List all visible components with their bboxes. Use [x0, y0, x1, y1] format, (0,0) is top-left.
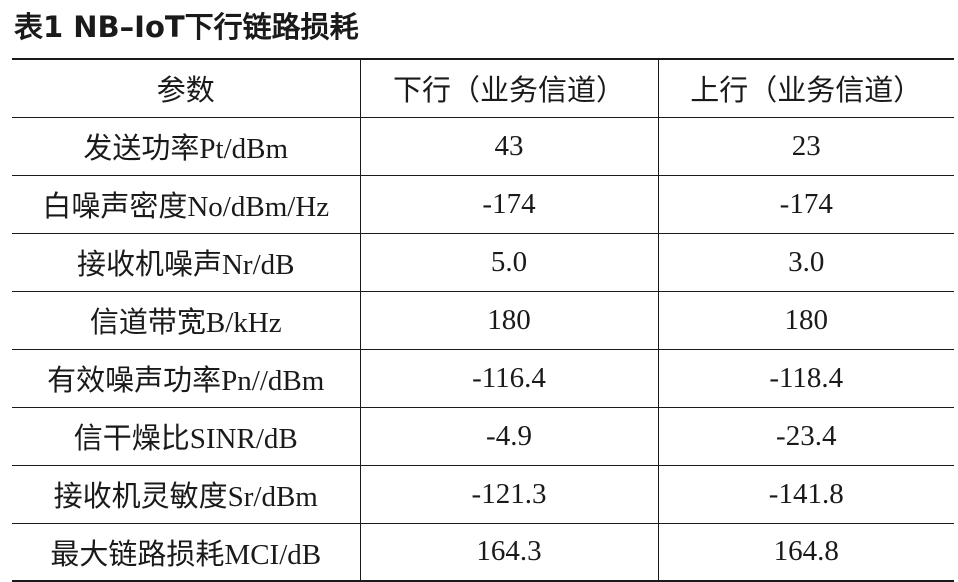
table-row: 信干燥比SINR/dB -4.9 -23.4 — [12, 407, 954, 466]
downlink-cell: -174 — [359, 175, 658, 234]
param-cell: 接收机噪声Nr/dB — [12, 233, 360, 292]
downlink-cell: 180 — [359, 291, 658, 350]
downlink-cell: 43 — [359, 117, 658, 176]
table-row: 接收机噪声Nr/dB 5.0 3.0 — [12, 233, 954, 292]
header-downlink: 下行（业务信道） — [359, 58, 658, 118]
downlink-cell: -121.3 — [359, 465, 658, 524]
uplink-cell: 164.8 — [657, 523, 954, 582]
table-row: 最大链路损耗MCI/dB 164.3 164.8 — [12, 523, 954, 582]
uplink-cell: 3.0 — [657, 233, 954, 292]
header-param: 参数 — [12, 58, 360, 118]
uplink-cell: -174 — [657, 175, 954, 234]
downlink-cell: -116.4 — [359, 349, 658, 408]
table-row: 信道带宽B/kHz 180 180 — [12, 291, 954, 350]
param-cell: 信干燥比SINR/dB — [12, 407, 360, 466]
param-cell: 白噪声密度No/dBm/Hz — [12, 175, 360, 234]
param-cell: 接收机灵敏度Sr/dBm — [12, 465, 360, 524]
uplink-cell: 180 — [657, 291, 954, 350]
table-row: 有效噪声功率Pn//dBm -116.4 -118.4 — [12, 349, 954, 408]
link-loss-table: 参数 下行（业务信道） 上行（业务信道） 发送功率Pt/dBm 43 23 白噪… — [12, 58, 954, 582]
header-uplink: 上行（业务信道） — [657, 58, 954, 118]
param-cell: 最大链路损耗MCI/dB — [12, 523, 360, 582]
uplink-cell: -141.8 — [657, 465, 954, 524]
uplink-cell: -23.4 — [657, 407, 954, 466]
table-header-row: 参数 下行（业务信道） 上行（业务信道） — [12, 58, 954, 118]
downlink-cell: -4.9 — [359, 407, 658, 466]
downlink-cell: 5.0 — [359, 233, 658, 292]
table-row: 发送功率Pt/dBm 43 23 — [12, 117, 954, 176]
downlink-cell: 164.3 — [359, 523, 658, 582]
uplink-cell: 23 — [657, 117, 954, 176]
param-cell: 有效噪声功率Pn//dBm — [12, 349, 360, 408]
param-cell: 信道带宽B/kHz — [12, 291, 360, 350]
param-cell: 发送功率Pt/dBm — [12, 117, 360, 176]
table-row: 白噪声密度No/dBm/Hz -174 -174 — [12, 175, 954, 234]
table-caption: 表1 NB–IoT下行链路损耗 — [14, 10, 359, 44]
uplink-cell: -118.4 — [657, 349, 954, 408]
table-row: 接收机灵敏度Sr/dBm -121.3 -141.8 — [12, 465, 954, 524]
